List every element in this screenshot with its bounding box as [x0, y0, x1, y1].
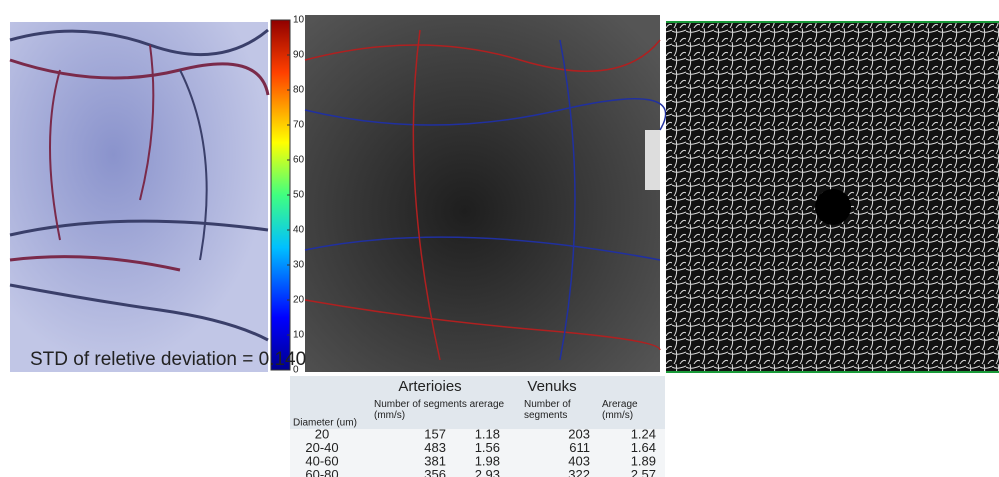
table-cell: 2.93	[475, 467, 500, 477]
table-cell: 157	[424, 426, 446, 441]
fundus-image	[10, 22, 268, 372]
table-cell: 322	[568, 467, 590, 477]
colorbar: 10 90 80 70 60 50 40 30 20 10 0	[270, 15, 305, 376]
table-cell: 1.98	[475, 453, 500, 468]
table-cell: 356	[424, 467, 446, 477]
colorbar-tick-label: 70	[293, 120, 305, 131]
table-cell: 1.24	[631, 426, 656, 441]
table-cell: 483	[424, 440, 446, 455]
colorbar-tick-label: 90	[293, 50, 305, 61]
table-cell: 403	[568, 453, 590, 468]
right-panel	[666, 21, 999, 373]
column-header-text: Arerage (mm/s)	[602, 399, 638, 421]
vessels	[304, 29, 667, 361]
middle-panel	[304, 15, 667, 372]
table-cell: 1.89	[631, 453, 656, 468]
colorbar-tick-label: 50	[293, 190, 305, 201]
colorbar-tick-label: 60	[293, 155, 305, 166]
group-header: Venuks	[527, 378, 576, 395]
table-cell: 60-80	[305, 467, 338, 477]
column-header: Number of segments	[524, 399, 571, 421]
fundus-image	[305, 15, 660, 372]
table-cell: 381	[424, 453, 446, 468]
left-panel	[9, 22, 270, 372]
table: Arterioies Venuks Diameter (um) Number o…	[290, 376, 665, 477]
table-cell: 611	[569, 440, 590, 455]
annotation: STD of reletive deviation = 0.140	[30, 349, 306, 370]
column-header-text: Number of segments arerage (mm/s)	[374, 399, 505, 421]
fovea	[815, 189, 851, 225]
group-header: Arterioies	[398, 378, 461, 395]
colorbar-tick-label: 80	[293, 85, 305, 96]
table-body-bg	[290, 429, 665, 477]
vessels	[9, 28, 270, 342]
table-header-bg	[290, 376, 665, 429]
column-header: Diameter (um)	[293, 418, 357, 429]
column-header: Arerage (mm/s)	[602, 399, 638, 421]
table-cell: 1.18	[475, 426, 500, 441]
column-header: Number of segments arerage (mm/s)	[374, 399, 505, 421]
colorbar-tick-label: 10	[293, 15, 305, 26]
colorbar-tick-label: 40	[293, 225, 305, 236]
table-cell: 20-40	[305, 440, 338, 455]
colorbar-tick-label: 10	[293, 330, 305, 341]
colorbar-tick-label: 20	[293, 295, 305, 306]
table-cell: 20	[315, 426, 329, 441]
table-cell: 40-60	[305, 453, 338, 468]
colorbar-tick-label: 30	[293, 260, 305, 271]
optic-disc	[645, 130, 660, 190]
table-cell: 203	[568, 426, 590, 441]
table-cell: 2.57	[631, 467, 656, 477]
column-header-text: Number of segments	[524, 399, 571, 421]
table-cell: 1.64	[631, 440, 656, 455]
table-cell: 1.56	[475, 440, 500, 455]
colorbar-tick-label: 0	[293, 365, 299, 376]
